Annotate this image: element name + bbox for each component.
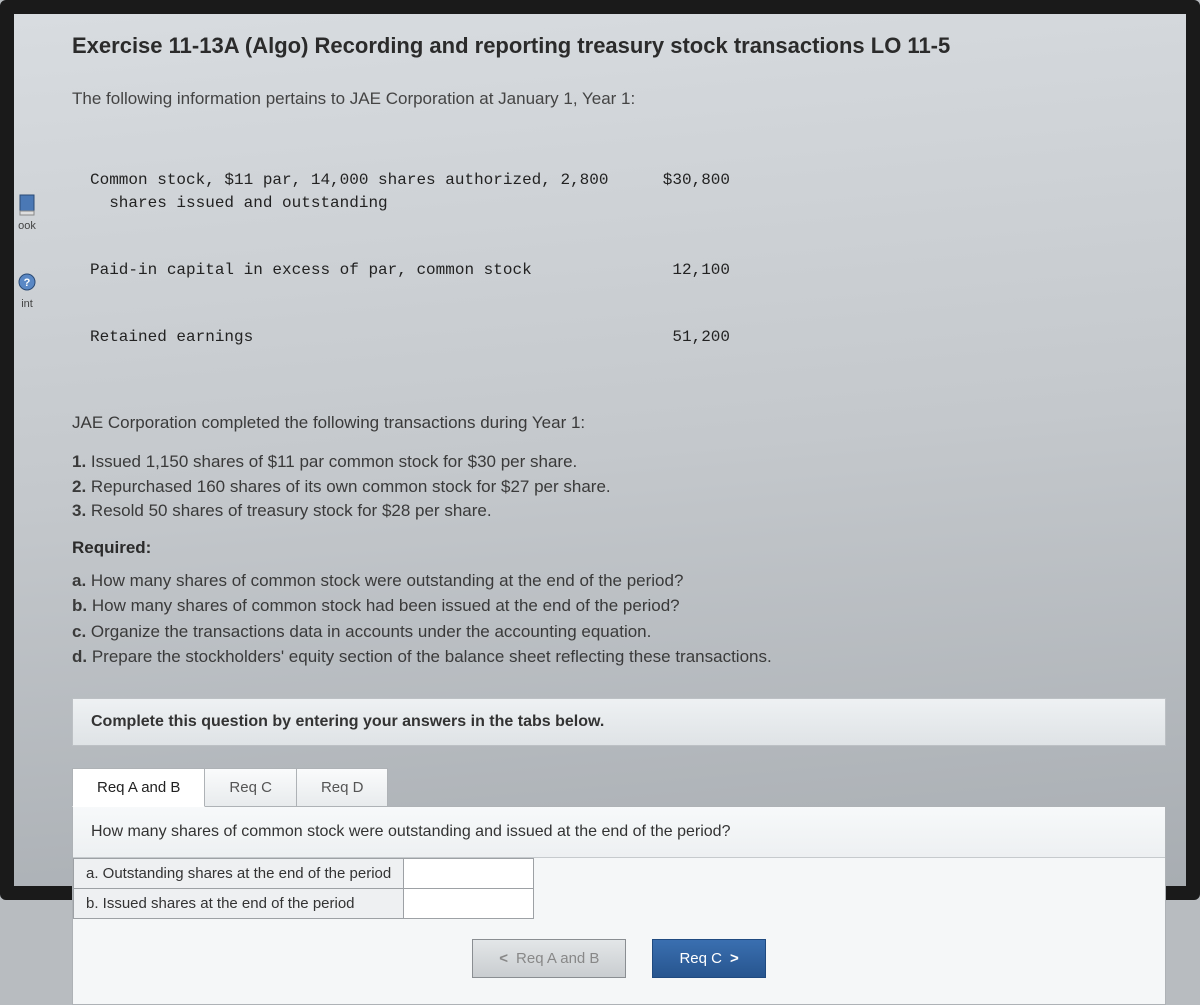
balance-value: $30,800: [630, 169, 730, 214]
requirement-text: How many shares of common stock were out…: [91, 571, 684, 590]
next-button[interactable]: Req C >: [652, 939, 765, 978]
help-icon: ?: [18, 272, 36, 294]
transaction-list: 1. Issued 1,150 shares of $11 par common…: [72, 450, 1166, 524]
transaction-text: Issued 1,150 shares of $11 par common st…: [91, 452, 577, 471]
list-item: 2. Repurchased 160 shares of its own com…: [72, 475, 1166, 500]
answer-cell: [404, 858, 534, 888]
requirement-text: Prepare the stockholders' equity section…: [92, 647, 772, 666]
balance-label: Common stock, $11 par, 14,000 shares aut…: [90, 169, 630, 214]
list-item: b. How many shares of common stock had b…: [72, 593, 1166, 619]
prev-button-label: Req A and B: [516, 950, 599, 967]
list-item: c. Organize the transactions data in acc…: [72, 619, 1166, 645]
instruction-bar: Complete this question by entering your …: [72, 698, 1166, 746]
answer-label: a. Outstanding shares at the end of the …: [74, 858, 404, 888]
table-row: a. Outstanding shares at the end of the …: [74, 858, 534, 888]
tab-strip: Req A and B Req C Req D: [72, 768, 1166, 807]
chevron-left-icon: <: [499, 950, 508, 967]
sidebar-item-hint[interactable]: ? int: [14, 272, 40, 310]
sidebar-item-book[interactable]: ook: [14, 194, 40, 232]
balance-label: Paid-in capital in excess of par, common…: [90, 259, 630, 281]
balance-block: Common stock, $11 par, 14,000 shares aut…: [90, 125, 1166, 394]
required-heading: Required:: [72, 538, 1166, 558]
table-row: b. Issued shares at the end of the perio…: [74, 888, 534, 918]
exercise-title: Exercise 11-13A (Algo) Recording and rep…: [72, 32, 1166, 61]
transaction-text: Repurchased 160 shares of its own common…: [91, 477, 611, 496]
work-area: Complete this question by entering your …: [72, 698, 1166, 1005]
requirement-list: a. How many shares of common stock were …: [72, 568, 1166, 670]
outstanding-shares-input[interactable]: [404, 859, 533, 888]
answer-cell: [404, 888, 534, 918]
balance-row: Common stock, $11 par, 14,000 shares aut…: [90, 169, 1166, 214]
issued-shares-input[interactable]: [404, 889, 533, 918]
intro-text: The following information pertains to JA…: [72, 89, 1166, 109]
tab-panel: How many shares of common stock were out…: [72, 806, 1166, 1005]
next-button-label: Req C: [679, 950, 722, 967]
svg-text:?: ?: [24, 277, 31, 289]
balance-value: 12,100: [630, 259, 730, 281]
list-item: a. How many shares of common stock were …: [72, 568, 1166, 594]
answer-label: b. Issued shares at the end of the perio…: [74, 888, 404, 918]
transaction-text: Resold 50 shares of treasury stock for $…: [91, 501, 492, 520]
screen-frame: ook ? int Exercise 11-13A (Algo) Recordi…: [0, 0, 1200, 900]
requirement-text: How many shares of common stock had been…: [92, 596, 680, 615]
tab-prompt: How many shares of common stock were out…: [73, 807, 1165, 858]
balance-row: Paid-in capital in excess of par, common…: [90, 259, 1166, 281]
sidebar-item-label: ook: [18, 220, 36, 232]
list-item: 1. Issued 1,150 shares of $11 par common…: [72, 450, 1166, 475]
left-sidebar: ook ? int: [14, 194, 40, 350]
balance-value: 51,200: [630, 326, 730, 348]
book-icon: [18, 194, 36, 216]
sidebar-item-label: int: [21, 298, 33, 310]
chevron-right-icon: >: [730, 950, 739, 967]
tab-req-c[interactable]: Req C: [204, 768, 297, 807]
balance-row: Retained earnings 51,200: [90, 326, 1166, 348]
tab-req-a-b[interactable]: Req A and B: [72, 768, 205, 807]
balance-label: Retained earnings: [90, 326, 630, 348]
tab-req-d[interactable]: Req D: [296, 768, 389, 807]
list-item: d. Prepare the stockholders' equity sect…: [72, 644, 1166, 670]
nav-button-row: < Req A and B Req C >: [73, 919, 1165, 1004]
content-area: Exercise 11-13A (Algo) Recording and rep…: [72, 14, 1166, 886]
requirement-text: Organize the transactions data in accoun…: [91, 622, 651, 641]
prev-button[interactable]: < Req A and B: [472, 939, 626, 978]
mid-text: JAE Corporation completed the following …: [72, 411, 1166, 436]
answer-table: a. Outstanding shares at the end of the …: [73, 858, 534, 919]
list-item: 3. Resold 50 shares of treasury stock fo…: [72, 499, 1166, 524]
